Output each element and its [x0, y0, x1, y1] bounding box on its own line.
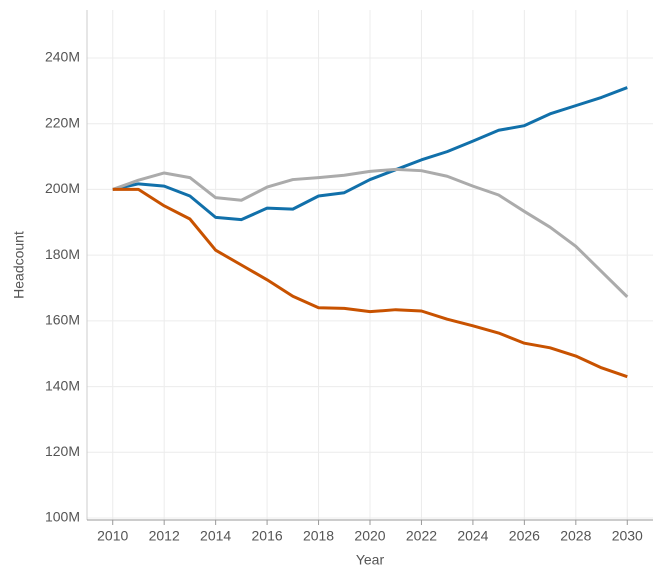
- x-tick-label: 2022: [406, 528, 437, 544]
- x-axis-label: Year: [356, 552, 385, 568]
- x-tick-label: 2030: [612, 528, 643, 544]
- x-tick-label: 2028: [560, 528, 591, 544]
- y-axis-label: Headcount: [11, 231, 27, 299]
- y-tick-label: 120M: [45, 443, 80, 459]
- x-tick-label: 2016: [252, 528, 283, 544]
- x-tick-label: 2018: [303, 528, 334, 544]
- y-tick-label: 160M: [45, 312, 80, 328]
- series-line: [112, 187, 628, 379]
- x-tick-label: 2014: [200, 528, 231, 544]
- y-tick-label: 100M: [45, 509, 80, 525]
- y-tick-label: 220M: [45, 114, 80, 130]
- y-tick-label: 140M: [45, 377, 80, 393]
- x-tick-label: 2012: [149, 528, 180, 544]
- x-tick-label: 2026: [509, 528, 540, 544]
- y-tick-label: 180M: [45, 246, 80, 262]
- x-tick-label: 2010: [97, 528, 128, 544]
- y-tick-label: 200M: [45, 180, 80, 196]
- x-tick-label: 2020: [354, 528, 385, 544]
- series-line: [112, 86, 628, 222]
- x-tick-label: 2024: [457, 528, 488, 544]
- series-line: [112, 167, 629, 298]
- y-tick-label: 240M: [45, 49, 80, 65]
